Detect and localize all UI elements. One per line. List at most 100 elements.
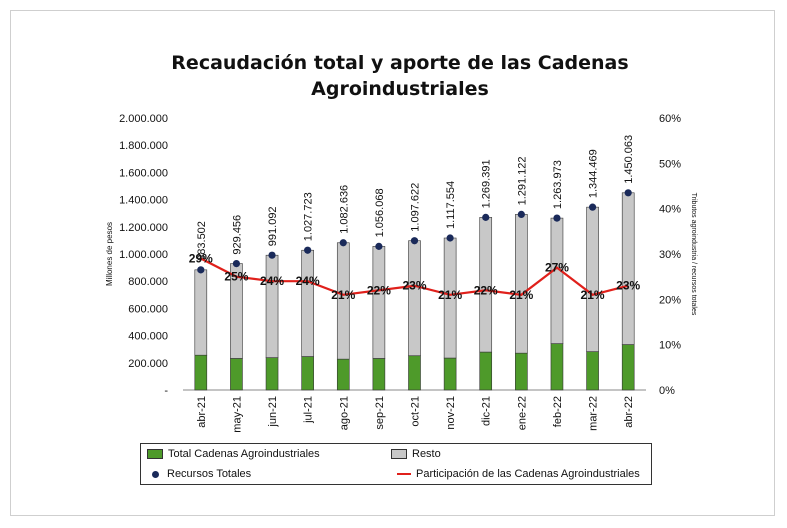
x-tick-label: abr-21 <box>196 396 208 428</box>
y-tick-label: 1.800.000 <box>119 140 168 152</box>
total-marker <box>232 259 241 268</box>
x-tick-label: nov-21 <box>445 396 457 430</box>
bar-agro <box>230 358 243 391</box>
bar-agro <box>586 351 599 391</box>
total-marker <box>197 266 205 274</box>
x-tick-label: ago-21 <box>338 396 350 430</box>
participation-label: 21% <box>581 288 605 302</box>
participation-label: 22% <box>474 283 498 297</box>
total-marker <box>553 214 561 222</box>
x-tick-label: feb-22 <box>552 396 564 427</box>
y2-tick-label: 0% <box>659 385 675 397</box>
bar-resto <box>550 217 564 344</box>
total-value-label: 1.291.122 <box>516 156 528 205</box>
chart-title: Recaudación total y aporte de las Cadena… <box>171 52 629 100</box>
total-value-label: 1.450.063 <box>623 135 635 184</box>
total-value-label: 991.092 <box>267 206 279 246</box>
bar-agro <box>372 358 386 391</box>
x-tick-label: oct-21 <box>410 396 422 427</box>
y-tick-label: 800.000 <box>128 276 168 288</box>
legend-item-agro: Total Cadenas Agroindustriales <box>147 448 320 460</box>
y-tick-label: 400.000 <box>128 331 168 343</box>
total-marker <box>446 234 454 242</box>
legend-item-recursos: Recursos Totales <box>149 468 251 480</box>
participation-label: 22% <box>367 283 391 297</box>
y-tick-label: - <box>164 385 168 397</box>
total-marker <box>624 189 632 197</box>
y-tick-label: 1.400.000 <box>119 195 168 207</box>
bar-agro <box>515 352 528 391</box>
total-value-label: 1.097.622 <box>410 183 422 232</box>
total-marker <box>268 251 276 259</box>
y-tick-label: 1.200.000 <box>119 222 168 234</box>
participation-label: 27% <box>545 261 569 275</box>
total-marker <box>517 210 525 219</box>
legend-swatch-resto <box>391 449 407 459</box>
legend-label-participacion: Participación de las Cadenas Agroindustr… <box>416 468 640 480</box>
total-value-label: 1.269.391 <box>481 159 493 208</box>
bar-agro <box>408 355 421 391</box>
bar-agro <box>336 358 350 391</box>
bar-resto <box>372 246 386 359</box>
y-tick-label: 2.000.000 <box>119 113 168 125</box>
total-marker <box>375 242 383 250</box>
bar-resto <box>301 249 314 357</box>
participation-label: 23% <box>402 279 426 293</box>
participation-label: 21% <box>438 288 462 302</box>
y-tick-label: 600.000 <box>128 303 168 315</box>
participation-line <box>200 257 629 296</box>
legend-label-resto: Resto <box>412 448 441 460</box>
participation-label: 24% <box>260 274 284 288</box>
chart-frame <box>10 10 775 516</box>
x-tick-label: jun-21 <box>267 396 279 428</box>
total-value-label: 883.502 <box>196 221 208 261</box>
y2-tick-label: 10% <box>659 340 681 352</box>
y2-tick-label: 50% <box>659 158 681 170</box>
total-value-label: 929.456 <box>231 215 243 255</box>
legend-item-participacion: Participación de las Cadenas Agroindustr… <box>397 468 640 480</box>
participation-label: 21% <box>509 288 533 302</box>
bar-agro <box>550 343 564 391</box>
participation-label: 21% <box>331 288 355 302</box>
bar-resto <box>586 206 599 352</box>
participation-label: 29% <box>189 252 213 266</box>
legend-item-resto: Resto <box>391 448 441 460</box>
x-tick-label: dic-21 <box>481 396 493 426</box>
y-axis-title: Millones de pesos <box>105 222 114 286</box>
total-marker <box>588 203 597 211</box>
bar-agro <box>479 351 493 391</box>
total-marker <box>482 213 490 221</box>
total-value-label: 1.344.469 <box>588 149 600 198</box>
y2-tick-label: 30% <box>659 249 681 261</box>
bar-resto <box>408 240 421 357</box>
y-tick-label: 1.000.000 <box>119 249 168 261</box>
total-marker <box>339 239 347 247</box>
bar-agro <box>443 357 457 391</box>
y-tick-label: 1.600.000 <box>119 167 168 179</box>
participation-label: 23% <box>616 279 640 293</box>
y2-tick-label: 60% <box>659 113 681 125</box>
x-tick-label: jul-21 <box>303 396 315 424</box>
legend-swatch-recursos <box>152 470 159 478</box>
legend-label-agro: Total Cadenas Agroindustriales <box>168 448 320 460</box>
x-tick-label: mar-22 <box>588 396 600 431</box>
bar-agro <box>301 356 314 391</box>
y2-axis-title: Tributos agroindustria / recursos totale… <box>690 193 697 316</box>
total-value-label: 1.117.554 <box>445 181 457 229</box>
bar-resto <box>194 269 208 356</box>
x-tick-label: ene-22 <box>516 396 528 430</box>
bar-agro <box>265 357 279 391</box>
bar-resto <box>265 254 279 358</box>
participation-label: 25% <box>224 270 248 284</box>
legend-label-recursos: Recursos Totales <box>167 468 252 480</box>
total-value-label: 1.263.973 <box>552 160 564 209</box>
total-marker <box>410 237 419 245</box>
bar-agro <box>621 344 635 391</box>
y2-tick-label: 40% <box>659 204 681 216</box>
total-value-label: 1.027.723 <box>303 192 315 241</box>
bar-resto <box>515 214 528 354</box>
bar-agro <box>194 354 208 391</box>
bar-resto <box>621 192 635 345</box>
y2-tick-label: 20% <box>659 294 681 306</box>
